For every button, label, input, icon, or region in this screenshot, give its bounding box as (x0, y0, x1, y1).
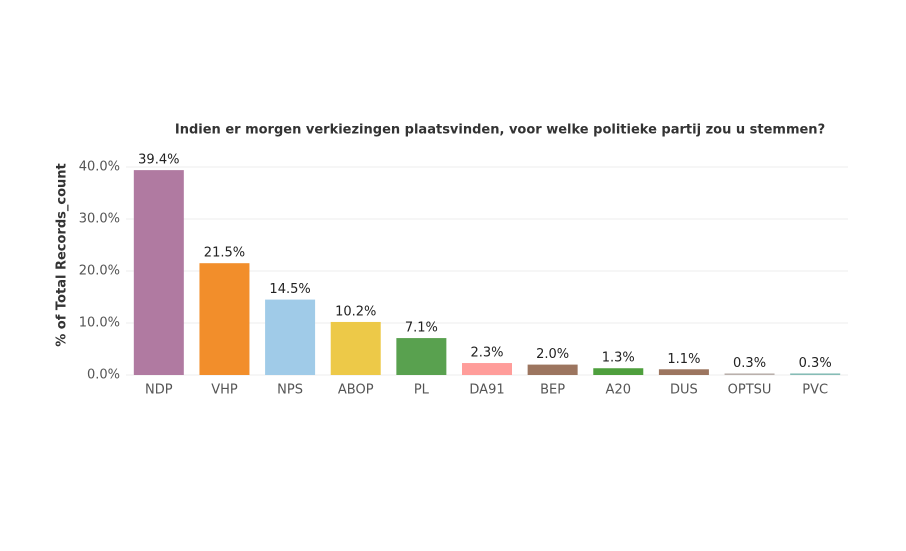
value-label: 1.3% (602, 351, 635, 366)
bar (199, 263, 250, 375)
y-axis-title: % of Total Records_count (55, 163, 70, 347)
x-tick-label: DA91 (469, 383, 504, 398)
bar (265, 299, 316, 375)
x-tick-label: DUS (670, 383, 698, 398)
chart-title: Indien er morgen verkiezingen plaatsvind… (175, 123, 825, 138)
bar (724, 373, 775, 375)
bar (593, 368, 644, 375)
bar (330, 321, 381, 375)
x-tick-label: NPS (277, 383, 303, 398)
value-label: 2.0% (536, 347, 569, 362)
value-label: 10.2% (335, 304, 376, 319)
x-tick-label: PL (414, 383, 430, 398)
bar (790, 373, 841, 375)
y-tick-label: 30.0% (79, 212, 120, 227)
x-tick-label: PVC (802, 383, 828, 398)
bar (527, 364, 578, 375)
bar (396, 338, 447, 375)
value-label: 39.4% (138, 153, 179, 168)
bar (462, 363, 512, 375)
y-tick-label: 40.0% (79, 160, 120, 175)
x-tick-label: A20 (606, 383, 631, 398)
value-label: 0.3% (799, 356, 832, 371)
bar (133, 170, 184, 375)
value-label: 1.1% (667, 352, 700, 367)
x-tick-label: ABOP (338, 383, 374, 398)
value-label: 21.5% (204, 246, 245, 261)
value-label: 7.1% (405, 321, 438, 336)
x-tick-label: OPTSU (728, 383, 772, 398)
x-tick-label: NDP (145, 383, 173, 398)
x-tick-label: VHP (211, 383, 238, 398)
bar (658, 369, 709, 375)
y-tick-label: 20.0% (79, 264, 120, 279)
value-label: 0.3% (733, 356, 766, 371)
value-label: 14.5% (269, 282, 310, 297)
value-label: 2.3% (470, 346, 503, 361)
y-tick-label: 10.0% (79, 316, 120, 331)
x-tick-label: BEP (540, 383, 565, 398)
y-tick-label: 0.0% (87, 368, 120, 383)
